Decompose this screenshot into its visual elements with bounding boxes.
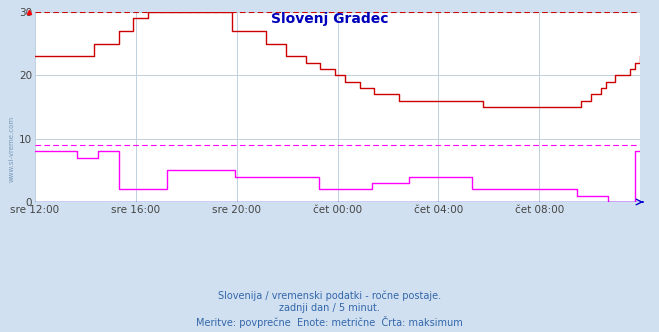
Text: Slovenj Gradec: Slovenj Gradec <box>271 12 388 26</box>
Text: Slovenija / vremenski podatki - ročne postaje.: Slovenija / vremenski podatki - ročne po… <box>218 290 441 301</box>
Text: www.si-vreme.com: www.si-vreme.com <box>9 116 14 183</box>
Text: zadnji dan / 5 minut.: zadnji dan / 5 minut. <box>279 303 380 313</box>
Text: Meritve: povprečne  Enote: metrične  Črta: maksimum: Meritve: povprečne Enote: metrične Črta:… <box>196 316 463 328</box>
